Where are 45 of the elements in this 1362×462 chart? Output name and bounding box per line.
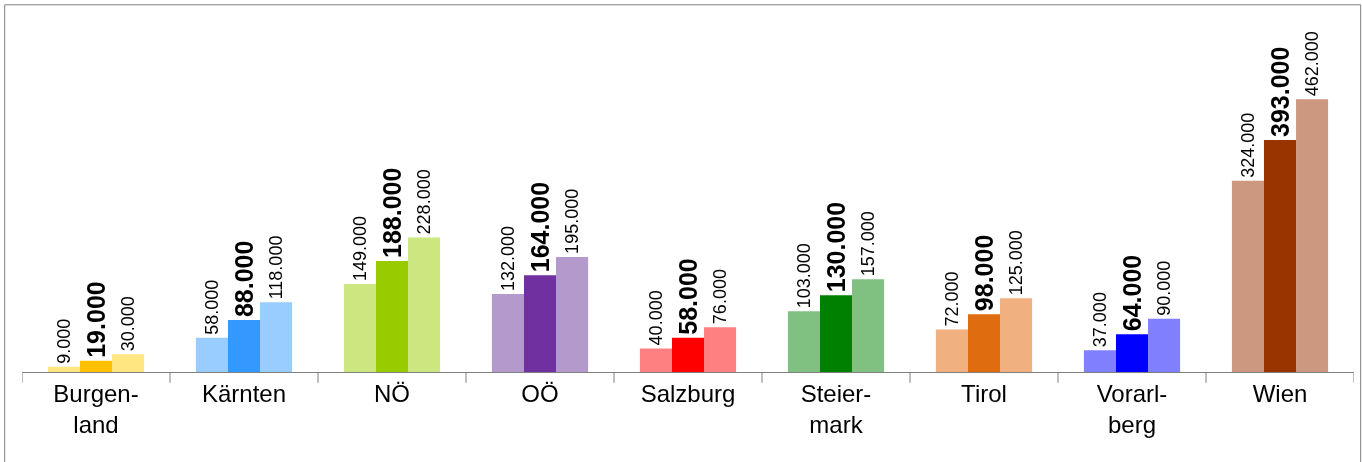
data-label: 40.000 (645, 290, 666, 346)
bar (227, 320, 261, 372)
x-tick-label: Steier- mark (800, 379, 872, 438)
data-label: 72.000 (941, 271, 962, 327)
bar (819, 295, 853, 372)
x-tick-label: Vorarl- berg (1096, 379, 1168, 438)
bar (523, 275, 557, 372)
data-label: 324.000 (1237, 112, 1258, 178)
data-label: 88.000 (230, 240, 258, 318)
bar (967, 314, 1001, 372)
data-label: 125.000 (1006, 230, 1027, 296)
data-label: 130.000 (822, 201, 850, 293)
bar (671, 337, 705, 372)
bar (375, 261, 409, 372)
data-label: 37.000 (1089, 292, 1110, 348)
x-tick-label: Kärnten (201, 379, 287, 407)
bar (1115, 334, 1149, 372)
data-label: 157.000 (858, 211, 879, 277)
data-label: 76.000 (710, 269, 731, 325)
x-tick-label: Burgen- land (53, 379, 139, 438)
data-label: 30.000 (118, 296, 139, 352)
data-label: 149.000 (349, 215, 370, 282)
x-tick-label: NÖ (374, 379, 410, 407)
x-tick-label: Wien (1252, 379, 1308, 407)
data-label: 393.000 (1266, 46, 1294, 137)
data-label: 9.000 (53, 318, 74, 364)
data-label: 118.000 (266, 235, 287, 300)
bar (1263, 140, 1297, 372)
data-label: 58.000 (674, 258, 702, 335)
data-label: 58.000 (201, 279, 222, 335)
data-label: 462.000 (1302, 31, 1323, 97)
data-label: 98.000 (970, 234, 998, 312)
x-tick-label: Tirol (961, 379, 1007, 407)
data-label: 90.000 (1154, 260, 1175, 316)
data-label: 19.000 (82, 281, 110, 358)
bar (79, 360, 113, 372)
data-label: 64.000 (1118, 254, 1146, 332)
data-label: 228.000 (414, 169, 435, 235)
data-label: 103.000 (793, 243, 814, 309)
x-tick-label: Salzburg (640, 379, 736, 407)
data-label: 164.000 (526, 181, 554, 273)
data-label: 188.000 (378, 167, 406, 259)
x-tick-label: OÖ (521, 379, 559, 407)
data-label: 132.000 (497, 226, 518, 292)
data-label: 195.000 (562, 188, 583, 254)
